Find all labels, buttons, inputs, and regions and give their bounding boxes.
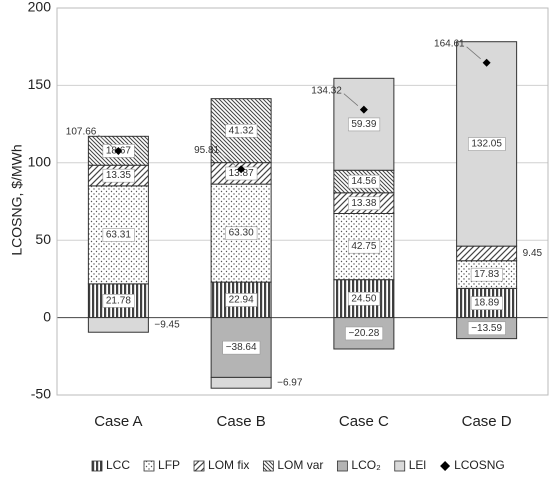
- value-label: 13.35: [106, 170, 131, 181]
- label-box: [102, 294, 135, 308]
- label-box: [345, 326, 384, 341]
- label-box: [470, 296, 503, 310]
- label-box: [348, 291, 381, 306]
- leader-line: [98, 134, 113, 148]
- y-tick-label: 200: [28, 0, 52, 15]
- leader-line: [220, 152, 236, 166]
- label-box: [102, 228, 135, 242]
- leader-line: [466, 46, 481, 60]
- label-box: [348, 117, 381, 132]
- value-label: 132.05: [471, 139, 502, 150]
- value-label: 24.50: [351, 293, 376, 304]
- bar-segment: [210, 376, 272, 389]
- legend-swatch: [91, 460, 103, 472]
- bar-segment: [87, 317, 149, 333]
- label-box: [225, 293, 258, 307]
- label-box: [225, 123, 258, 138]
- value-label: −6.97: [277, 377, 303, 388]
- label-box: [348, 174, 381, 189]
- legend-label: LFP: [158, 458, 180, 472]
- legend-label: LOM fix: [208, 458, 249, 472]
- lcosng-marker: [114, 146, 123, 155]
- y-tick-label: 100: [28, 154, 52, 170]
- value-label: −13.59: [471, 323, 502, 334]
- lcosng-marker: [359, 105, 368, 114]
- value-label: 41.32: [229, 125, 254, 136]
- value-label: 17.83: [474, 269, 499, 280]
- legend-swatch: [336, 460, 348, 472]
- value-label: −20.28: [348, 328, 379, 339]
- legend-swatch: [262, 460, 274, 472]
- legend-label: LCOSNG: [454, 458, 505, 472]
- lcosng-label: 95.81: [194, 145, 219, 156]
- lcosng-marker: [237, 165, 246, 174]
- y-tick-label: 50: [35, 231, 51, 247]
- lcosng-label: 134.32: [311, 85, 342, 96]
- y-tick-label: 0: [43, 308, 51, 324]
- value-label: 14.56: [351, 176, 376, 187]
- lcosng-label: 164.61: [434, 38, 465, 49]
- y-axis-label: LCOSNG, $/MWh: [9, 144, 25, 255]
- legend-swatch: [143, 460, 155, 472]
- legend-swatch: [193, 460, 205, 472]
- y-tick-label: -50: [31, 386, 51, 402]
- value-label: 13.38: [351, 198, 376, 209]
- legend-label: LCC: [106, 458, 130, 472]
- value-label: 59.39: [351, 119, 376, 130]
- y-tick-label: 150: [28, 76, 52, 92]
- value-label: 18.89: [474, 298, 499, 309]
- label-box: [102, 168, 135, 183]
- legend-label: LCO₂: [351, 458, 381, 472]
- value-label: −38.64: [226, 342, 257, 353]
- value-label: 42.75: [351, 241, 376, 252]
- legend-marker: [440, 461, 451, 471]
- value-label: 22.94: [229, 294, 254, 305]
- label-box: [467, 321, 506, 336]
- value-label: 13.87: [229, 168, 254, 179]
- label-box: [225, 226, 258, 241]
- label-box: [470, 267, 503, 282]
- legend-swatch: [394, 460, 406, 472]
- label-box: [348, 196, 381, 211]
- x-tick-label: Case D: [462, 413, 512, 430]
- label-box: [468, 137, 506, 151]
- value-label: −9.45: [154, 320, 180, 331]
- lcosng-label: 107.66: [66, 127, 97, 138]
- legend-label: LOM var: [277, 458, 323, 472]
- x-tick-label: Case C: [339, 413, 389, 430]
- label-box: [222, 340, 261, 355]
- bar-segment: [456, 245, 518, 262]
- plot-frame: [56, 7, 549, 396]
- value-label: 21.78: [106, 295, 131, 306]
- legend-label: LEl: [409, 458, 426, 472]
- value-label: 9.45: [523, 248, 543, 259]
- x-tick-label: Case A: [94, 413, 142, 430]
- value-label: 63.31: [106, 230, 131, 241]
- lcosng-marker: [482, 58, 491, 67]
- leader-line: [343, 93, 359, 106]
- label-box: [348, 239, 381, 254]
- value-label: 63.30: [229, 228, 254, 239]
- x-tick-label: Case B: [217, 413, 266, 430]
